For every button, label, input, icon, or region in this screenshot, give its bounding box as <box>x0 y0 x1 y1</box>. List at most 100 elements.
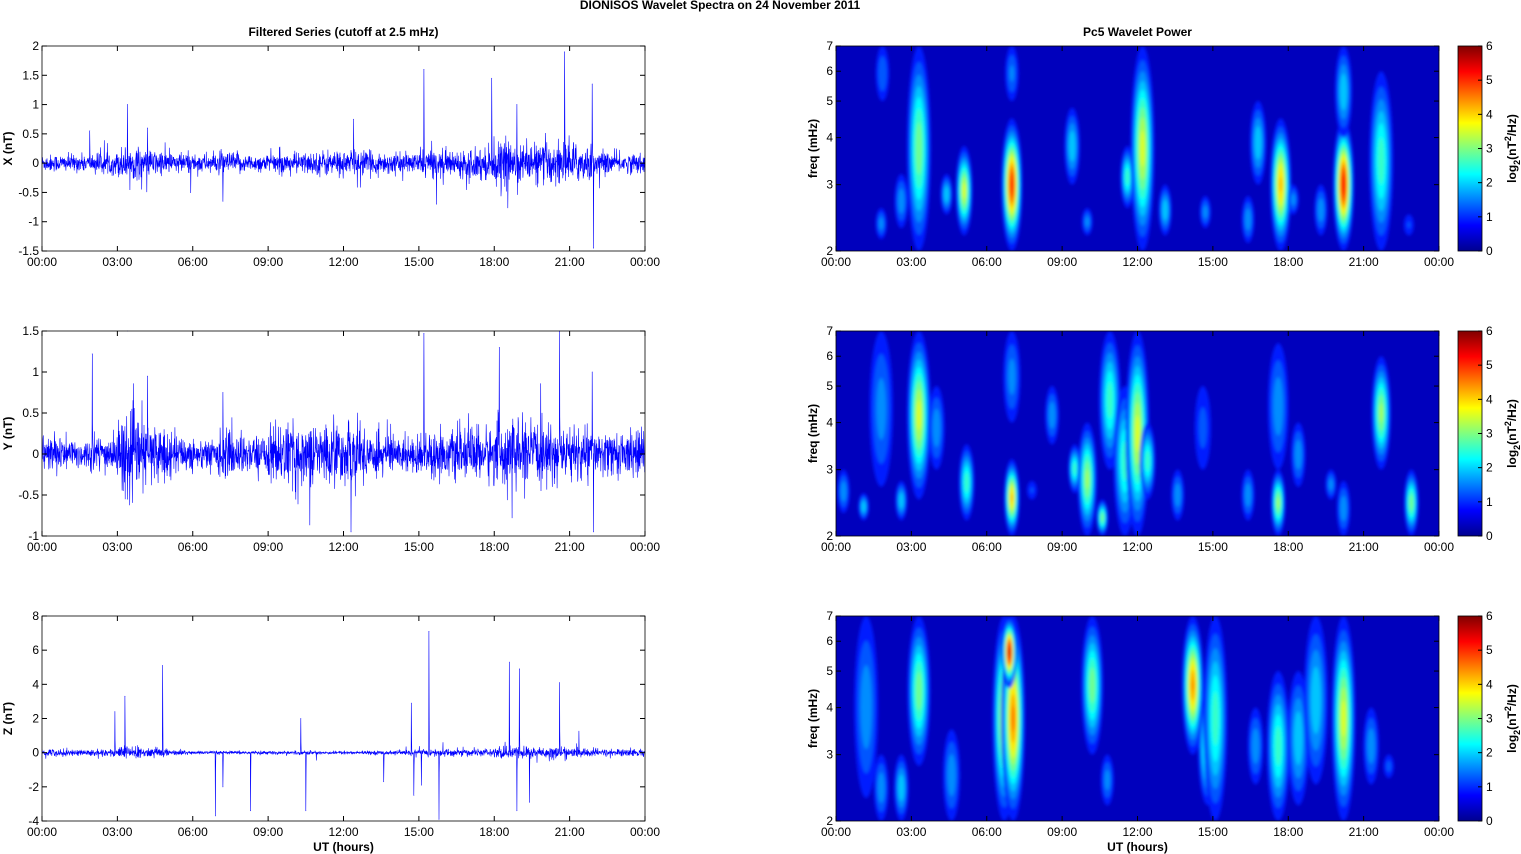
power-blob <box>958 444 975 521</box>
colorbar-tick-label: 3 <box>1486 427 1493 441</box>
power-contour <box>1011 493 1013 502</box>
y-tick-label: 0.5 <box>22 127 39 141</box>
colorbar-tick-label: 4 <box>1486 392 1493 406</box>
y-tick-label: 8 <box>32 609 39 623</box>
spike-point <box>518 668 520 670</box>
x-tick-label: 00:00 <box>27 255 57 269</box>
colorbar-tick-label: 3 <box>1486 712 1493 726</box>
x-tick-label: 15:00 <box>404 825 434 839</box>
colorbar-tick-label: 2 <box>1486 746 1493 760</box>
power-contour <box>1409 494 1414 512</box>
spike-point <box>508 661 510 663</box>
colorbar-tick-label: 5 <box>1486 358 1493 372</box>
y-axis-label: X (nT) <box>1 132 15 166</box>
y-tick-label: 5 <box>826 664 833 678</box>
spike-point <box>222 786 224 788</box>
spike-point <box>300 718 302 719</box>
x-tick-label: 21:00 <box>1349 255 1379 269</box>
power-blob <box>1003 331 1021 423</box>
power-blob <box>1266 671 1290 821</box>
colorbar-tick-label: 5 <box>1486 643 1493 657</box>
y-tick-label: 1.5 <box>22 68 39 82</box>
power-contour <box>962 182 966 199</box>
x-tick-label: 21:00 <box>1349 825 1379 839</box>
spike-point <box>383 781 385 783</box>
y-tick-label: 0.5 <box>22 406 39 420</box>
y-tick-label: 4 <box>826 416 833 430</box>
x-tick-label: 18:00 <box>1273 255 1303 269</box>
power-contour <box>1273 377 1283 436</box>
x-tick-label: 15:00 <box>404 540 434 554</box>
y-tick-label: 4 <box>32 677 39 691</box>
power-blob <box>895 480 908 521</box>
y-tick-label: 0 <box>32 447 39 461</box>
spike-point <box>428 630 430 632</box>
x-tick-label: 03:00 <box>102 825 132 839</box>
x-tick-label: 06:00 <box>972 540 1002 554</box>
x-tick-label: 03:00 <box>896 255 926 269</box>
power-blob <box>894 754 909 821</box>
power-contour <box>1279 177 1282 193</box>
power-blob <box>1081 208 1093 236</box>
colorbar: 0 1 2 3 4 5 6 log2(nT2/Hz) <box>1457 324 1521 543</box>
power-blob <box>1336 480 1351 536</box>
spike-point <box>114 711 116 713</box>
y-tick-label: 0 <box>32 156 39 170</box>
power-contour <box>1174 483 1181 507</box>
plot-area <box>42 616 645 821</box>
y-tick-label: 2 <box>32 712 39 726</box>
y-tick-label: -0.5 <box>18 185 39 199</box>
x-tick-label: 09:00 <box>253 825 283 839</box>
plot-area <box>42 46 645 251</box>
power-blob <box>906 331 931 500</box>
x-tick-label: 12:00 <box>328 255 358 269</box>
spike-point <box>436 203 437 205</box>
power-contour <box>1407 221 1411 229</box>
power-blob <box>875 208 887 240</box>
x-tick-label: 00:00 <box>27 540 57 554</box>
spike-point <box>466 189 468 190</box>
panel-title: Filtered Series (cutoff at 2.5 mHz) <box>248 25 438 39</box>
power-blob <box>1270 118 1292 251</box>
colorbar-tick-label: 2 <box>1486 461 1493 475</box>
power-blob <box>1303 616 1328 785</box>
power-blob <box>1383 754 1394 779</box>
power-blob <box>1077 422 1097 536</box>
power-contour <box>1341 174 1346 195</box>
y-axis-label: Y (nT) <box>1 417 15 451</box>
colorbar-tick-label: 5 <box>1486 73 1493 87</box>
x-tick-label: 21:00 <box>555 255 585 269</box>
x-tick-label: 09:00 <box>1047 255 1077 269</box>
colorbar-tick-label: 0 <box>1486 814 1493 828</box>
power-blob <box>1004 459 1020 536</box>
power-contour <box>1145 450 1150 472</box>
spike-point <box>222 392 224 393</box>
x-tick-label: 03:00 <box>102 540 132 554</box>
x-tick-label: 00:00 <box>821 540 851 554</box>
spike-point <box>413 794 415 796</box>
x-tick-label: 12:00 <box>328 540 358 554</box>
power-blob <box>894 174 909 229</box>
spike-point <box>516 810 518 812</box>
x-tick-label: 18:00 <box>479 540 509 554</box>
x-tick-label: 00:00 <box>821 255 851 269</box>
power-blob <box>1369 71 1394 251</box>
colorbar-tick-label: 1 <box>1486 495 1493 509</box>
power-blob <box>907 616 931 766</box>
power-blob <box>1181 616 1204 755</box>
series-line <box>42 631 645 820</box>
power-blob <box>1199 195 1211 229</box>
power-contour <box>1106 382 1113 419</box>
colorbar-label: log2(nT2/Hz) <box>1503 684 1521 753</box>
power-blob <box>1001 616 1017 689</box>
power-blob <box>875 46 890 102</box>
power-contour <box>1135 415 1140 452</box>
colorbar: 0 1 2 3 4 5 6 log2(nT2/Hz) <box>1457 39 1521 258</box>
x-axis-label: UT (hours) <box>1107 840 1168 854</box>
spike-point <box>222 200 224 202</box>
power-blob <box>940 174 953 215</box>
power-blob <box>1241 469 1255 521</box>
spike-point <box>591 371 593 373</box>
power-blob <box>1001 118 1023 251</box>
